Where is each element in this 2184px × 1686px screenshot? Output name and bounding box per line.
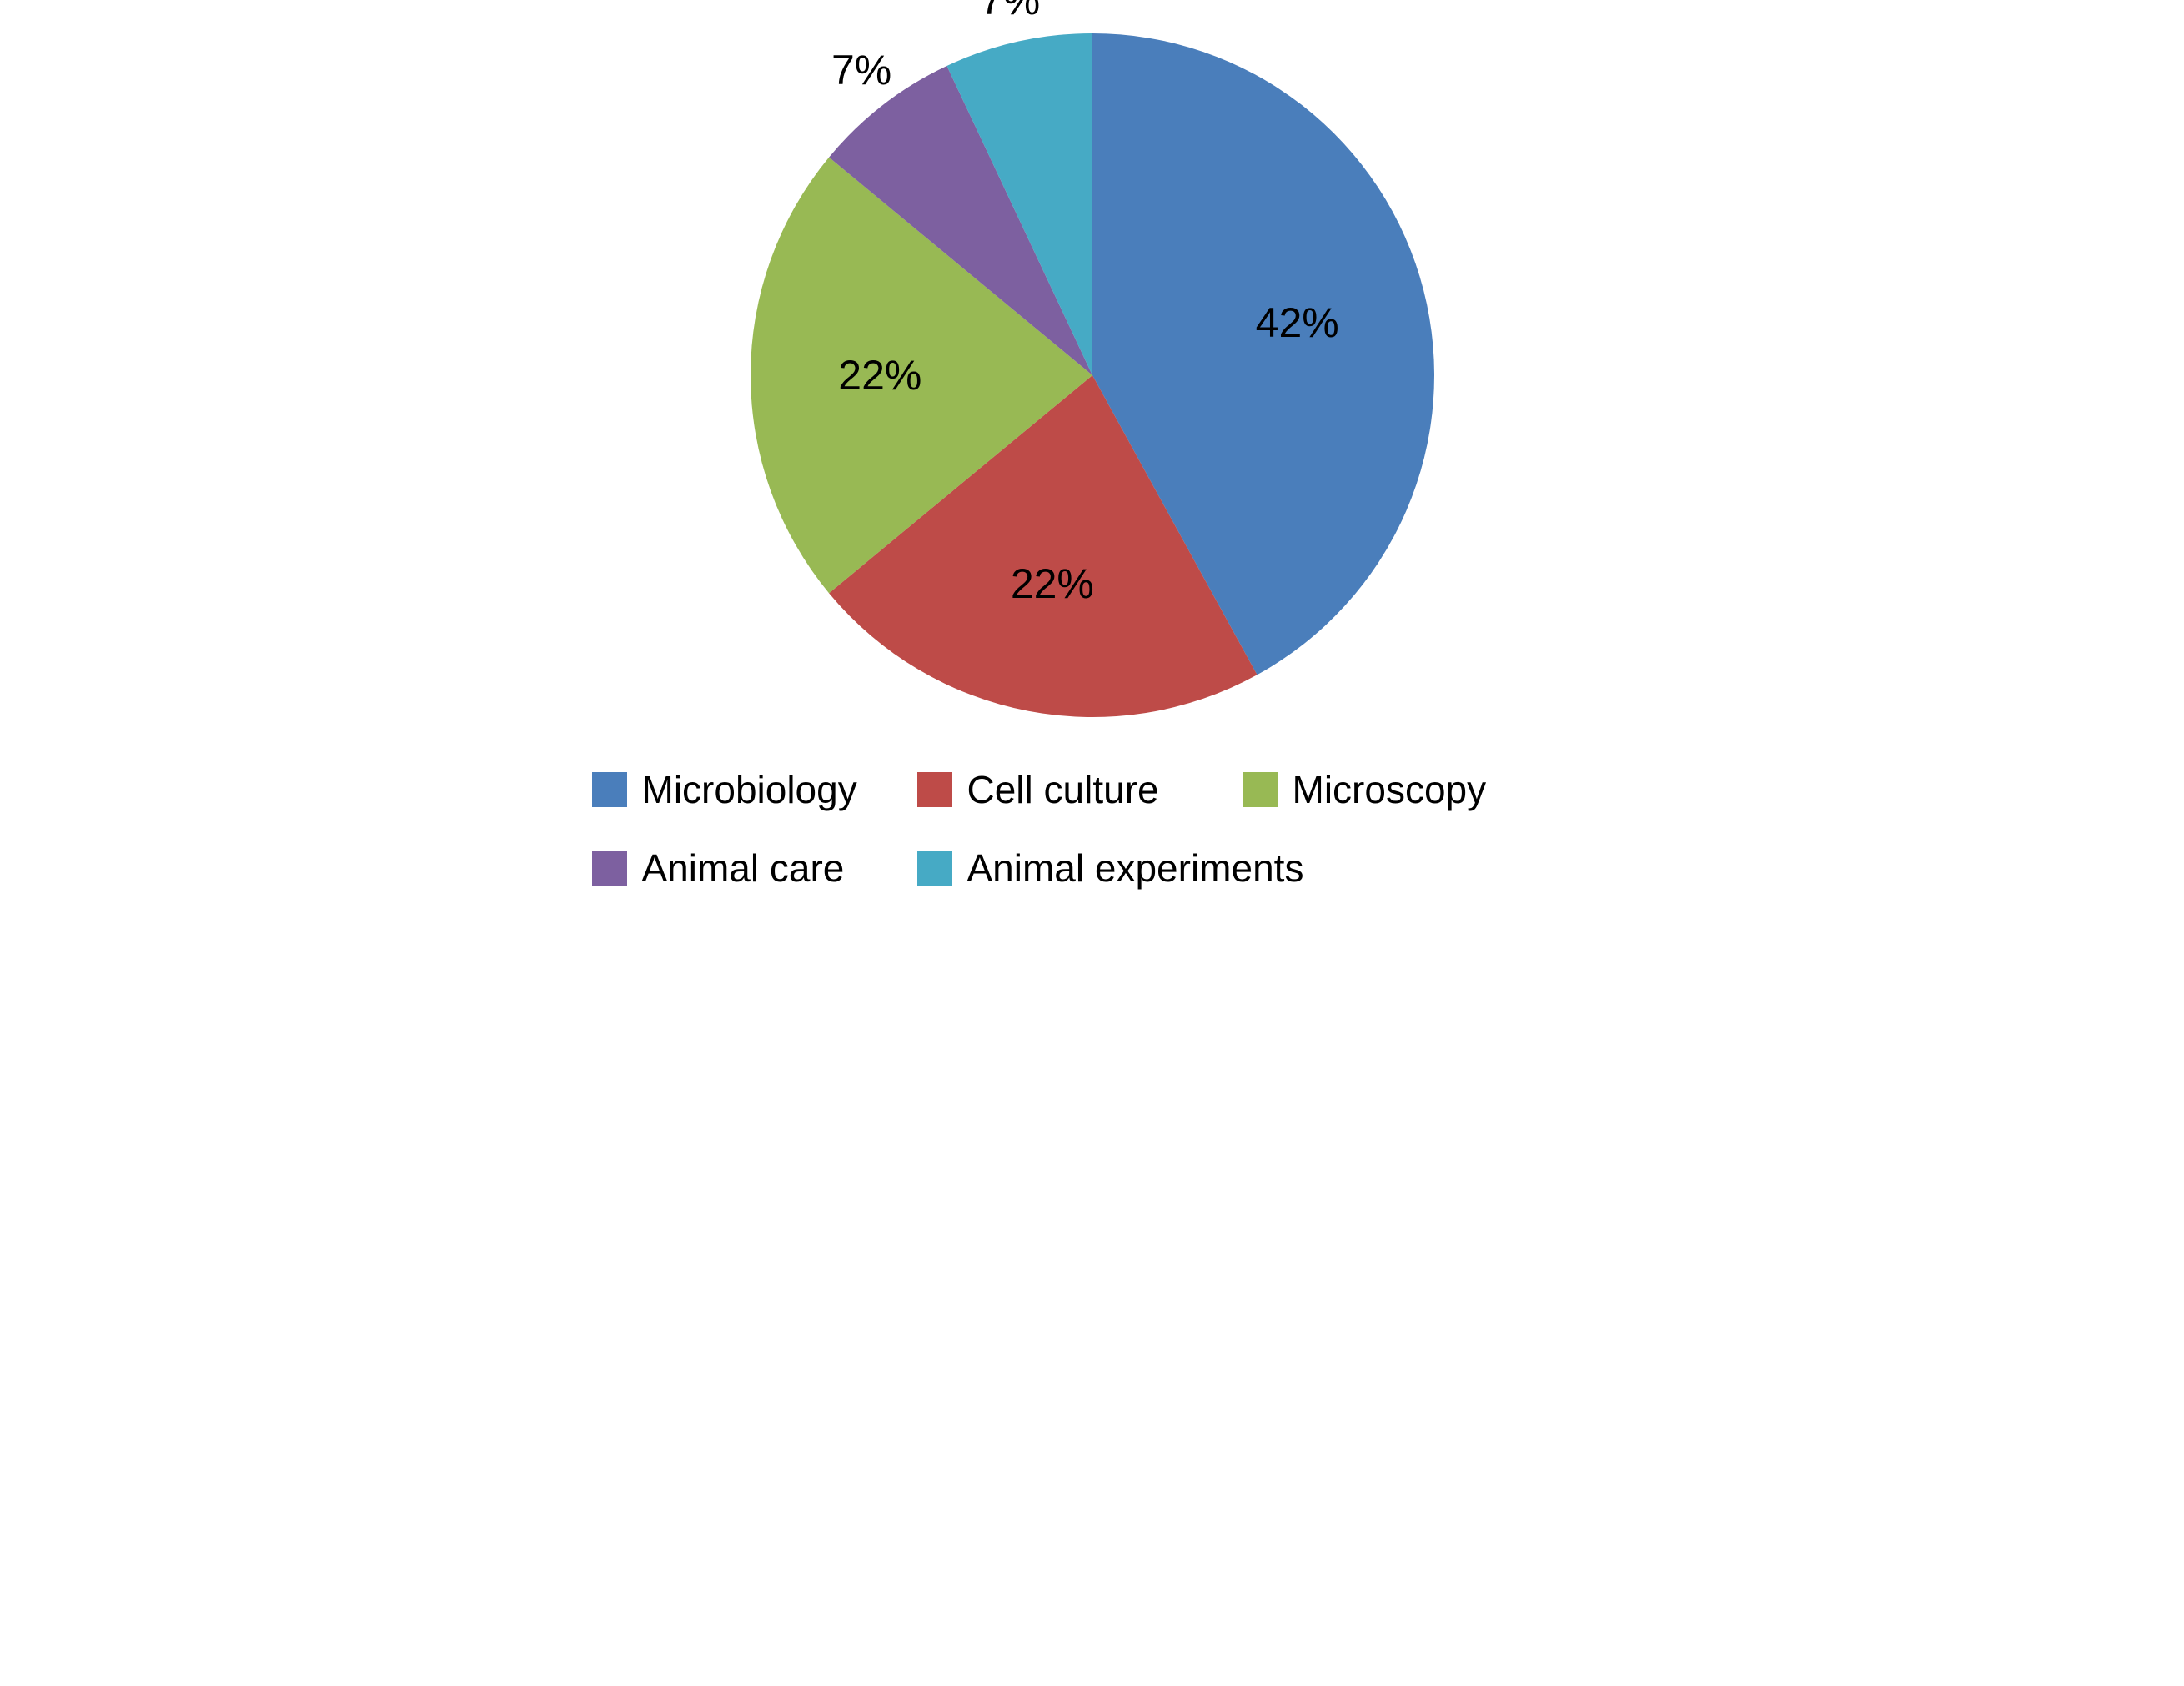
legend-label: Microscopy [1293,767,1487,812]
legend-label: Microbiology [642,767,857,812]
legend: Microbiology Cell culture Microscopy Animal… [575,767,1609,891]
legend-item: Microscopy [1243,767,1509,812]
legend-label: Animal care [642,846,845,891]
pie-chart: 42%22%22%7%7% MicrobiologyCell cultureMi… [575,33,1609,891]
pie-area: 42%22%22%7%7% [751,33,1434,717]
legend-item: Microbiology [592,767,859,812]
legend-label: Animal experiments [967,846,1304,891]
slice-label: 7% [831,46,891,94]
legend-swatch [917,851,952,886]
legend-swatch [917,772,952,807]
slice-label: 7% [980,0,1040,24]
legend-label: Cell culture [967,767,1159,812]
legend-swatch [592,772,627,807]
slice-label: 42% [1256,299,1339,347]
legend-item: Cell culture [917,767,1184,812]
legend-item: Animal experiments [917,846,1304,891]
slice-label: 22% [838,351,921,399]
legend-item: Animal care [592,846,859,891]
legend-swatch [1243,772,1278,807]
slice-label: 22% [1011,559,1094,608]
legend-swatch [592,851,627,886]
